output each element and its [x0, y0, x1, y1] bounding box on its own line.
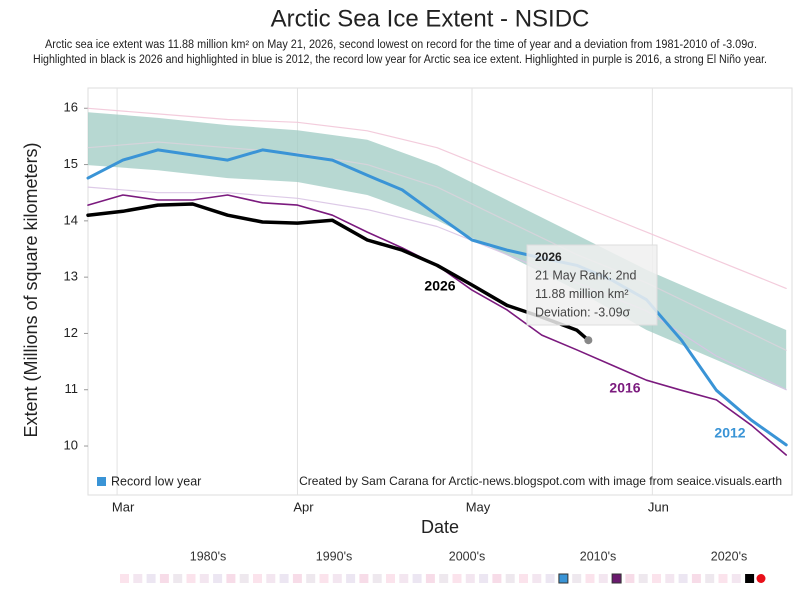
year-toggle[interactable]: [292, 574, 302, 583]
year-toggle[interactable]: [386, 574, 395, 583]
year-toggle[interactable]: [652, 574, 661, 583]
year-toggle[interactable]: [558, 573, 569, 584]
legend-label: Record low year: [111, 474, 201, 488]
y-tick-label: 13: [64, 269, 78, 284]
current-year-dot[interactable]: [756, 574, 766, 583]
year-toggle[interactable]: [213, 574, 223, 583]
y-tick-label: 12: [64, 325, 78, 340]
year-toggle[interactable]: [745, 574, 755, 583]
year-toggle[interactable]: [625, 574, 635, 583]
x-tick-label: May: [466, 499, 491, 514]
year-toggle[interactable]: [452, 574, 462, 583]
annotation: Created by Sam Carana for Arctic-news.bl…: [299, 474, 782, 488]
decade-label[interactable]: 2000's: [449, 549, 485, 563]
year-toggle[interactable]: [479, 574, 489, 583]
tooltip-line: 21 May Rank: 2nd: [535, 268, 636, 282]
year-toggle[interactable]: [425, 574, 435, 583]
tooltip-line: Deviation: -3.09σ: [535, 305, 631, 319]
year-toggle[interactable]: [306, 574, 316, 583]
year-toggle[interactable]: [572, 574, 582, 583]
y-tick-label: 10: [64, 437, 78, 452]
year-toggle[interactable]: [372, 574, 382, 583]
year-toggle[interactable]: [585, 574, 595, 583]
tooltip-title: 2026: [535, 250, 562, 264]
decade-label[interactable]: 2010's: [580, 549, 616, 563]
year-toggle[interactable]: [545, 574, 555, 583]
year-toggle[interactable]: [705, 574, 715, 583]
x-axis-label: Date: [421, 517, 459, 537]
decade-label[interactable]: 1990's: [316, 549, 352, 563]
y-axis-label: Extent (Millions of square kilometers): [21, 142, 41, 437]
year-toggle[interactable]: [332, 574, 342, 583]
year-toggle[interactable]: [638, 574, 648, 583]
year-toggle[interactable]: [173, 574, 183, 583]
year-toggle[interactable]: [465, 574, 475, 583]
year-toggle[interactable]: [691, 574, 701, 583]
year-toggle[interactable]: [598, 574, 608, 583]
year-toggle[interactable]: [665, 574, 675, 583]
year-toggle[interactable]: [186, 574, 196, 583]
legend-swatch: [97, 477, 106, 486]
chart-title: Arctic Sea Ice Extent - NSIDC: [271, 5, 590, 32]
year-toggle[interactable]: [133, 574, 143, 583]
year-toggle[interactable]: [359, 574, 369, 583]
decade-label[interactable]: 2020's: [711, 549, 747, 563]
x-tick-label: Jun: [648, 499, 669, 514]
series-label: 2026: [424, 278, 455, 294]
tooltip-box: [526, 244, 658, 326]
year-toggle[interactable]: [492, 574, 502, 583]
year-toggle[interactable]: [678, 574, 688, 583]
deviation-band: [88, 112, 787, 391]
subtitle: Arctic sea ice extent was 11.88 million …: [45, 39, 757, 51]
year-toggle[interactable]: [159, 574, 169, 583]
x-tick-label: Mar: [112, 499, 135, 514]
y-tick-label: 16: [64, 100, 78, 115]
subtitle: Highlighted in black is 2026 and highlig…: [33, 54, 767, 66]
series-label: 2016: [609, 380, 640, 396]
year-toggle[interactable]: [199, 574, 209, 583]
year-toggle[interactable]: [505, 574, 515, 583]
tooltip-line: 11.88 million km²: [535, 287, 629, 301]
year-toggle[interactable]: [718, 574, 728, 583]
background-line: [87, 107, 787, 289]
year-toggle[interactable]: [266, 574, 276, 583]
year-toggle[interactable]: [611, 573, 622, 584]
decade-label[interactable]: 1980's: [190, 549, 226, 563]
series-line: [86, 202, 591, 342]
year-toggle[interactable]: [120, 574, 129, 583]
year-toggle[interactable]: [279, 574, 289, 583]
year-toggle[interactable]: [439, 574, 449, 583]
series-line: [86, 148, 788, 447]
end-point: [584, 336, 593, 345]
year-toggle[interactable]: [146, 574, 156, 583]
series-label: 2012: [714, 425, 745, 441]
year-toggle[interactable]: [239, 574, 249, 583]
y-tick-label: 11: [65, 381, 79, 396]
year-toggle[interactable]: [253, 574, 262, 583]
y-tick-label: 15: [64, 156, 78, 171]
year-toggle[interactable]: [412, 574, 422, 583]
year-toggle[interactable]: [346, 574, 356, 583]
year-toggle[interactable]: [226, 574, 236, 583]
y-tick-label: 14: [64, 212, 78, 227]
year-toggle[interactable]: [399, 574, 409, 583]
year-toggle[interactable]: [319, 574, 329, 583]
background-line: [87, 141, 787, 351]
year-toggle[interactable]: [731, 574, 741, 583]
year-toggle[interactable]: [519, 574, 528, 583]
x-tick-label: Apr: [293, 499, 314, 514]
year-toggle[interactable]: [532, 574, 542, 583]
